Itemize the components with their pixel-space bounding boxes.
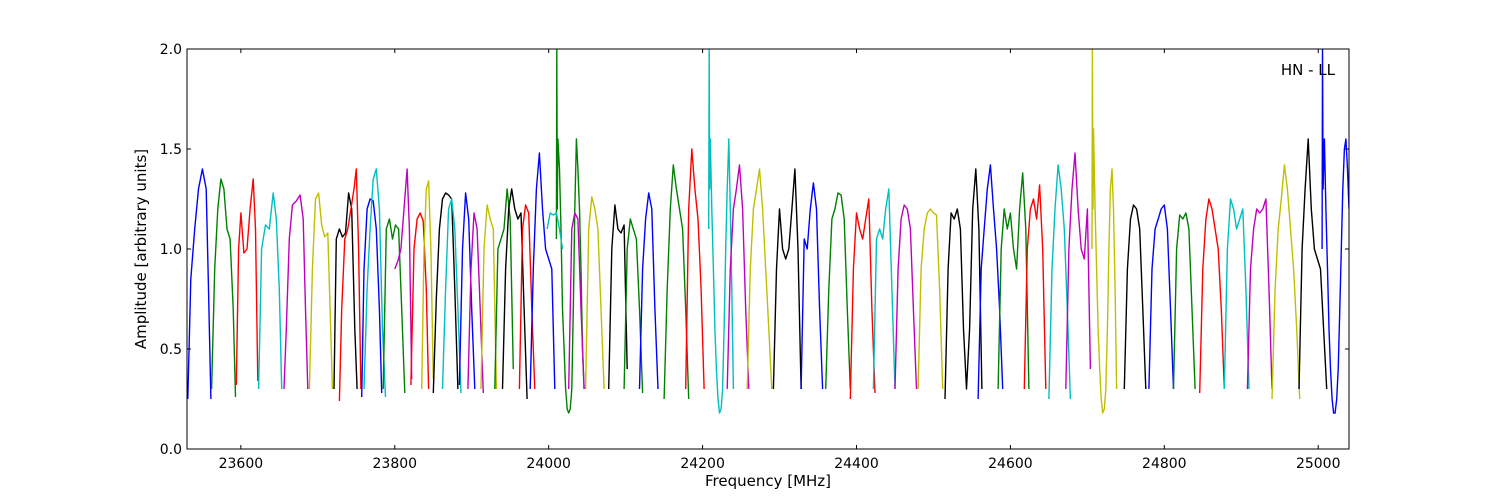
series-line-21 [501,188,528,400]
series-line-29 [623,218,644,394]
x-tick-label: 24600 [988,456,1033,472]
series-line-33 [708,49,735,414]
x-tick-label: 24000 [526,456,571,472]
series-line-53 [1199,198,1225,394]
series-line-37 [800,182,824,390]
series-line-11 [382,218,406,394]
series-line-38 [825,192,851,390]
series-line-26 [568,212,585,390]
series-line-17 [458,192,476,390]
series-line-15 [432,192,459,394]
series-line-52 [1172,212,1196,390]
series-line-2 [210,178,237,398]
series-line-19 [480,204,498,390]
series-line-27 [584,196,605,390]
series-line-12 [394,168,413,380]
series-line-18 [467,212,484,394]
y-tick-label: 0.5 [160,342,182,358]
series-line-25 [546,212,564,250]
series-line-55 [1246,198,1273,390]
x-tick-label: 24400 [834,456,879,472]
series-line-49 [1091,49,1118,414]
series-group [187,49,1349,414]
series-line-39 [849,198,876,400]
series-line-8 [338,168,362,402]
series-line-20 [494,188,514,390]
series-line-6 [308,192,334,390]
series-line-36 [772,168,802,390]
series-line-32 [685,148,705,390]
x-tick-label: 24800 [1142,456,1187,472]
series-line-24 [555,49,585,414]
plot-annotation: HN - LL [1281,61,1336,79]
y-tick-label: 1.0 [160,242,182,258]
series-line-40 [872,188,896,390]
series-line-4 [257,192,283,390]
x-tick-label: 23800 [373,456,418,472]
series-line-42 [917,208,944,390]
series-line-58 [1321,49,1349,414]
series-line-1 [187,168,212,400]
y-tick-label: 0.0 [160,442,182,458]
series-line-57 [1298,138,1328,390]
series-line-50 [1123,204,1147,390]
series-line-48 [1065,152,1092,390]
series-line-35 [746,168,773,390]
x-tick-label: 23600 [219,456,264,472]
y-tick-label: 1.5 [160,142,182,158]
series-line-10 [363,168,387,398]
x-axis-label: Frequency [MHz] [705,472,831,490]
series-line-7 [333,192,358,390]
series-line-13 [410,212,430,390]
ticks-group: 23600 23800 24000 24200 24400 24600 24800 25000… [160,42,1349,472]
series-line-43 [944,168,983,400]
series-line-54 [1223,198,1250,390]
series-line-34 [726,164,750,390]
series-line-3 [235,178,259,386]
series-line-16 [441,198,462,394]
y-axis-label: Amplitude [arbitrary units] [132,149,150,349]
series-line-56 [1271,164,1301,400]
series-line-47 [1048,164,1072,400]
series-line-46 [1023,184,1047,390]
series-line-51 [1148,204,1175,390]
y-tick-label: 2.0 [160,42,182,58]
x-tick-label: 24200 [680,456,725,472]
series-line-5 [283,194,309,390]
series-line-30 [638,192,659,390]
series-line-31 [663,164,690,400]
series-line-23 [529,152,556,390]
series-line-14 [421,180,434,390]
x-tick-label: 25000 [1296,456,1341,472]
series-line-44 [977,164,1004,400]
series-line-45 [997,172,1030,390]
series-line-41 [894,204,918,390]
series-line-28 [608,204,628,390]
